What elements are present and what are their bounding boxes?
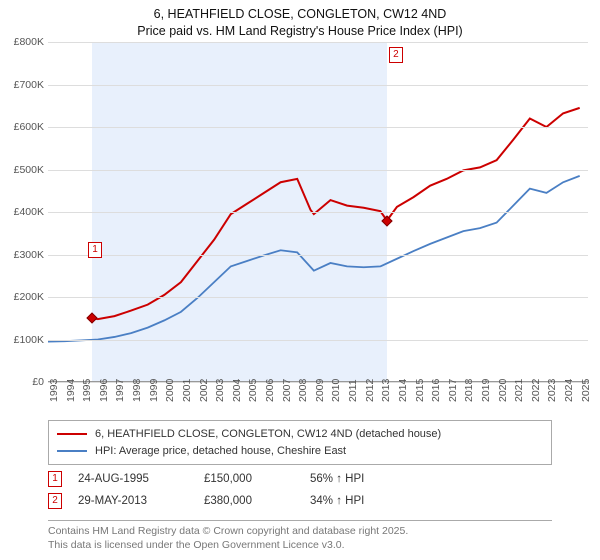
sale-delta: 34% ↑ HPI xyxy=(310,495,410,507)
sale-delta: 56% ↑ HPI xyxy=(310,473,410,485)
x-axis-label: 2016 xyxy=(430,379,442,402)
x-axis-label: 1998 xyxy=(131,379,143,402)
x-axis-label: 1996 xyxy=(98,379,110,402)
x-axis-label: 2015 xyxy=(414,379,426,402)
footer-line2: This data is licensed under the Open Gov… xyxy=(48,539,552,553)
marker-flag: 2 xyxy=(389,47,403,63)
x-axis-label: 2000 xyxy=(164,379,176,402)
x-axis-label: 2001 xyxy=(181,379,193,402)
sale-flag: 2 xyxy=(48,493,62,509)
sale-date: 29-MAY-2013 xyxy=(78,495,188,507)
x-axis-label: 2013 xyxy=(380,379,392,402)
x-axis-label: 1999 xyxy=(148,379,160,402)
y-axis-label: £700K xyxy=(0,79,44,91)
x-axis-label: 1994 xyxy=(65,379,77,402)
legend-label: 6, HEATHFIELD CLOSE, CONGLETON, CW12 4ND… xyxy=(95,426,441,443)
y-axis-label: £500K xyxy=(0,164,44,176)
chart-area: 12 £0£100K£200K£300K£400K£500K£600K£700K… xyxy=(0,42,600,412)
x-axis-label: 2010 xyxy=(330,379,342,402)
legend-item-price: 6, HEATHFIELD CLOSE, CONGLETON, CW12 4ND… xyxy=(57,426,543,443)
legend-item-hpi: HPI: Average price, detached house, Ches… xyxy=(57,443,543,460)
y-axis-label: £800K xyxy=(0,36,44,48)
x-axis-label: 1995 xyxy=(81,379,93,402)
y-axis-label: £200K xyxy=(0,291,44,303)
x-axis-label: 2020 xyxy=(497,379,509,402)
legend-swatch xyxy=(57,433,87,435)
chart-title: 6, HEATHFIELD CLOSE, CONGLETON, CW12 4ND… xyxy=(0,0,600,40)
footer: Contains HM Land Registry data © Crown c… xyxy=(48,520,552,552)
x-axis-label: 2014 xyxy=(397,379,409,402)
sale-price: £150,000 xyxy=(204,473,294,485)
x-axis-label: 2023 xyxy=(546,379,558,402)
plot-area: 12 xyxy=(48,42,588,382)
y-axis-label: £600K xyxy=(0,121,44,133)
x-axis-label: 2024 xyxy=(563,379,575,402)
x-axis-label: 2007 xyxy=(281,379,293,402)
x-axis-label: 2022 xyxy=(530,379,542,402)
x-axis-label: 2011 xyxy=(347,379,359,402)
sale-row: 2 29-MAY-2013 £380,000 34% ↑ HPI xyxy=(48,490,552,512)
x-axis-label: 1997 xyxy=(114,379,126,402)
sale-price: £380,000 xyxy=(204,495,294,507)
x-axis-label: 2021 xyxy=(513,379,525,402)
x-axis-label: 2012 xyxy=(364,379,376,402)
x-axis-label: 2019 xyxy=(480,379,492,402)
series-line xyxy=(48,176,580,342)
x-axis-label: 2002 xyxy=(198,379,210,402)
marker-flag: 1 xyxy=(88,242,102,258)
y-axis-label: £0 xyxy=(0,376,44,388)
x-axis-label: 2003 xyxy=(214,379,226,402)
title-line2: Price paid vs. HM Land Registry's House … xyxy=(0,23,600,40)
title-line1: 6, HEATHFIELD CLOSE, CONGLETON, CW12 4ND xyxy=(0,6,600,23)
x-axis-label: 2018 xyxy=(463,379,475,402)
x-axis-label: 2006 xyxy=(264,379,276,402)
y-axis-label: £300K xyxy=(0,249,44,261)
x-axis-label: 2004 xyxy=(231,379,243,402)
y-axis-label: £100K xyxy=(0,334,44,346)
x-axis-label: 2017 xyxy=(447,379,459,402)
footer-line1: Contains HM Land Registry data © Crown c… xyxy=(48,525,552,539)
sale-flag: 1 xyxy=(48,471,62,487)
sale-row: 1 24-AUG-1995 £150,000 56% ↑ HPI xyxy=(48,468,552,490)
x-axis-label: 2008 xyxy=(297,379,309,402)
x-axis-label: 2009 xyxy=(314,379,326,402)
sale-rows: 1 24-AUG-1995 £150,000 56% ↑ HPI 2 29-MA… xyxy=(48,468,552,512)
y-axis-label: £400K xyxy=(0,206,44,218)
sale-date: 24-AUG-1995 xyxy=(78,473,188,485)
x-axis-label: 2025 xyxy=(580,379,592,402)
legend-swatch xyxy=(57,450,87,452)
x-axis-label: 1993 xyxy=(48,379,60,402)
legend-label: HPI: Average price, detached house, Ches… xyxy=(95,443,346,460)
x-axis-label: 2005 xyxy=(247,379,259,402)
legend: 6, HEATHFIELD CLOSE, CONGLETON, CW12 4ND… xyxy=(48,420,552,465)
